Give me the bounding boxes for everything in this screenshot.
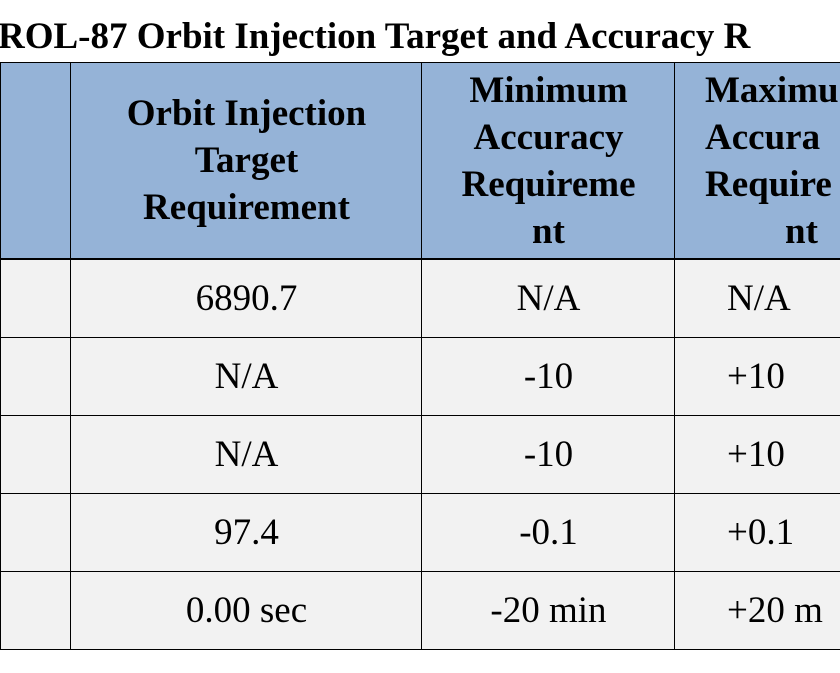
cell-text: nt — [785, 210, 818, 252]
body-cell: -10 — [421, 415, 676, 494]
cell-text: +10 — [727, 356, 785, 397]
cell-text: nt — [532, 210, 565, 252]
body-cell: -0.1 — [421, 493, 676, 572]
header-cell — [0, 62, 71, 261]
cell-text: Minimum — [469, 69, 628, 111]
cell-text: +20 m — [727, 590, 823, 631]
cell-text: N/A — [516, 278, 581, 319]
body-cell: N/A — [421, 259, 676, 338]
cell-text: N/A — [214, 434, 279, 475]
body-cell: -20 min — [421, 571, 676, 650]
body-cell — [0, 493, 71, 572]
table-title: ROL-87 Orbit Injection Target and Accura… — [0, 16, 751, 57]
cell-text: 6890.7 — [195, 278, 298, 319]
body-cell: 97.4 — [70, 493, 423, 572]
cell-text: 0.00 sec — [185, 590, 308, 631]
header-cell: Orbit Injection Target Requirement — [70, 62, 423, 261]
cell-text: Accura — [705, 116, 821, 158]
cell-text: 97.4 — [214, 512, 279, 553]
cell-text: Accuracy — [473, 116, 624, 158]
body-cell — [0, 415, 71, 494]
cell-text: N/A — [214, 356, 279, 397]
body-cell: 0.00 sec — [70, 571, 423, 650]
body-cell — [0, 571, 71, 650]
cell-text: Require — [705, 163, 832, 205]
cell-text: Maximu — [705, 69, 839, 111]
cell-text: Requireme — [461, 163, 636, 205]
cell-text: +10 — [727, 434, 785, 475]
cell-text: -20 min — [490, 590, 607, 631]
cell-text: N/A — [727, 278, 791, 319]
body-cell: N/A — [70, 415, 423, 494]
cell-text: -0.1 — [519, 512, 578, 553]
cell-text: +0.1 — [727, 512, 795, 553]
cell-text: Orbit Injection — [126, 93, 367, 134]
cell-text: Target — [194, 140, 299, 181]
body-cell: N/A — [674, 259, 840, 338]
cell-text: Requirement — [143, 187, 350, 228]
header-cell: Maximu Accura Require nt — [674, 62, 840, 261]
body-cell: +20 m — [674, 571, 840, 650]
header-cell: Minimum Accuracy Requireme nt — [421, 62, 676, 261]
cell-text: -10 — [523, 356, 574, 397]
body-cell: +0.1 — [674, 493, 840, 572]
body-cell: N/A — [70, 337, 423, 416]
body-cell — [0, 337, 71, 416]
body-cell: +10 — [674, 337, 840, 416]
body-cell — [0, 259, 71, 338]
body-cell: -10 — [421, 337, 676, 416]
body-cell: +10 — [674, 415, 840, 494]
body-cell: 6890.7 — [70, 259, 423, 338]
cell-text: -10 — [523, 434, 574, 475]
